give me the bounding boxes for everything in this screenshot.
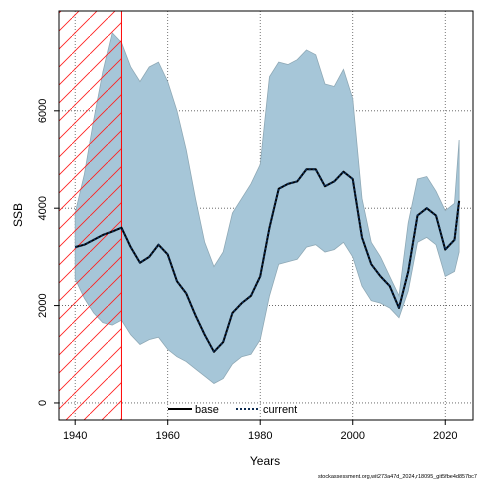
legend: base current: [168, 404, 297, 416]
x-tick-label: 1960: [155, 430, 179, 442]
x-axis: 1940 1960 1980 2000 2020: [63, 420, 457, 442]
x-tick-label: 2000: [340, 430, 364, 442]
x-tick-label: 1940: [63, 430, 87, 442]
series-layer: [74, 168, 461, 353]
x-tick-label: 1980: [248, 430, 272, 442]
x-axis-title: Years: [250, 454, 280, 468]
series-line-base: [74, 168, 461, 353]
y-tick-label: 4000: [37, 196, 49, 220]
ribbon-layer: [74, 32, 460, 384]
y-tick-label: 2000: [37, 293, 49, 317]
y-tick-label: 6000: [37, 99, 49, 123]
confidence-ribbon: [74, 32, 460, 384]
y-axis-title: SSB: [11, 203, 25, 227]
hatched-region-layer: [58, 10, 122, 421]
footer-credit: stockassessment.org,wit273a47d_2024,r180…: [318, 474, 477, 480]
y-tick-label: 0: [37, 400, 49, 406]
hatched-region: [58, 10, 122, 421]
legend-base-label: base: [195, 404, 219, 416]
plot-frame: [58, 10, 474, 421]
legend-current-label: current: [263, 404, 297, 416]
x-tick-label: 2020: [433, 430, 457, 442]
y-axis: 0 2000 4000 6000: [37, 99, 59, 406]
